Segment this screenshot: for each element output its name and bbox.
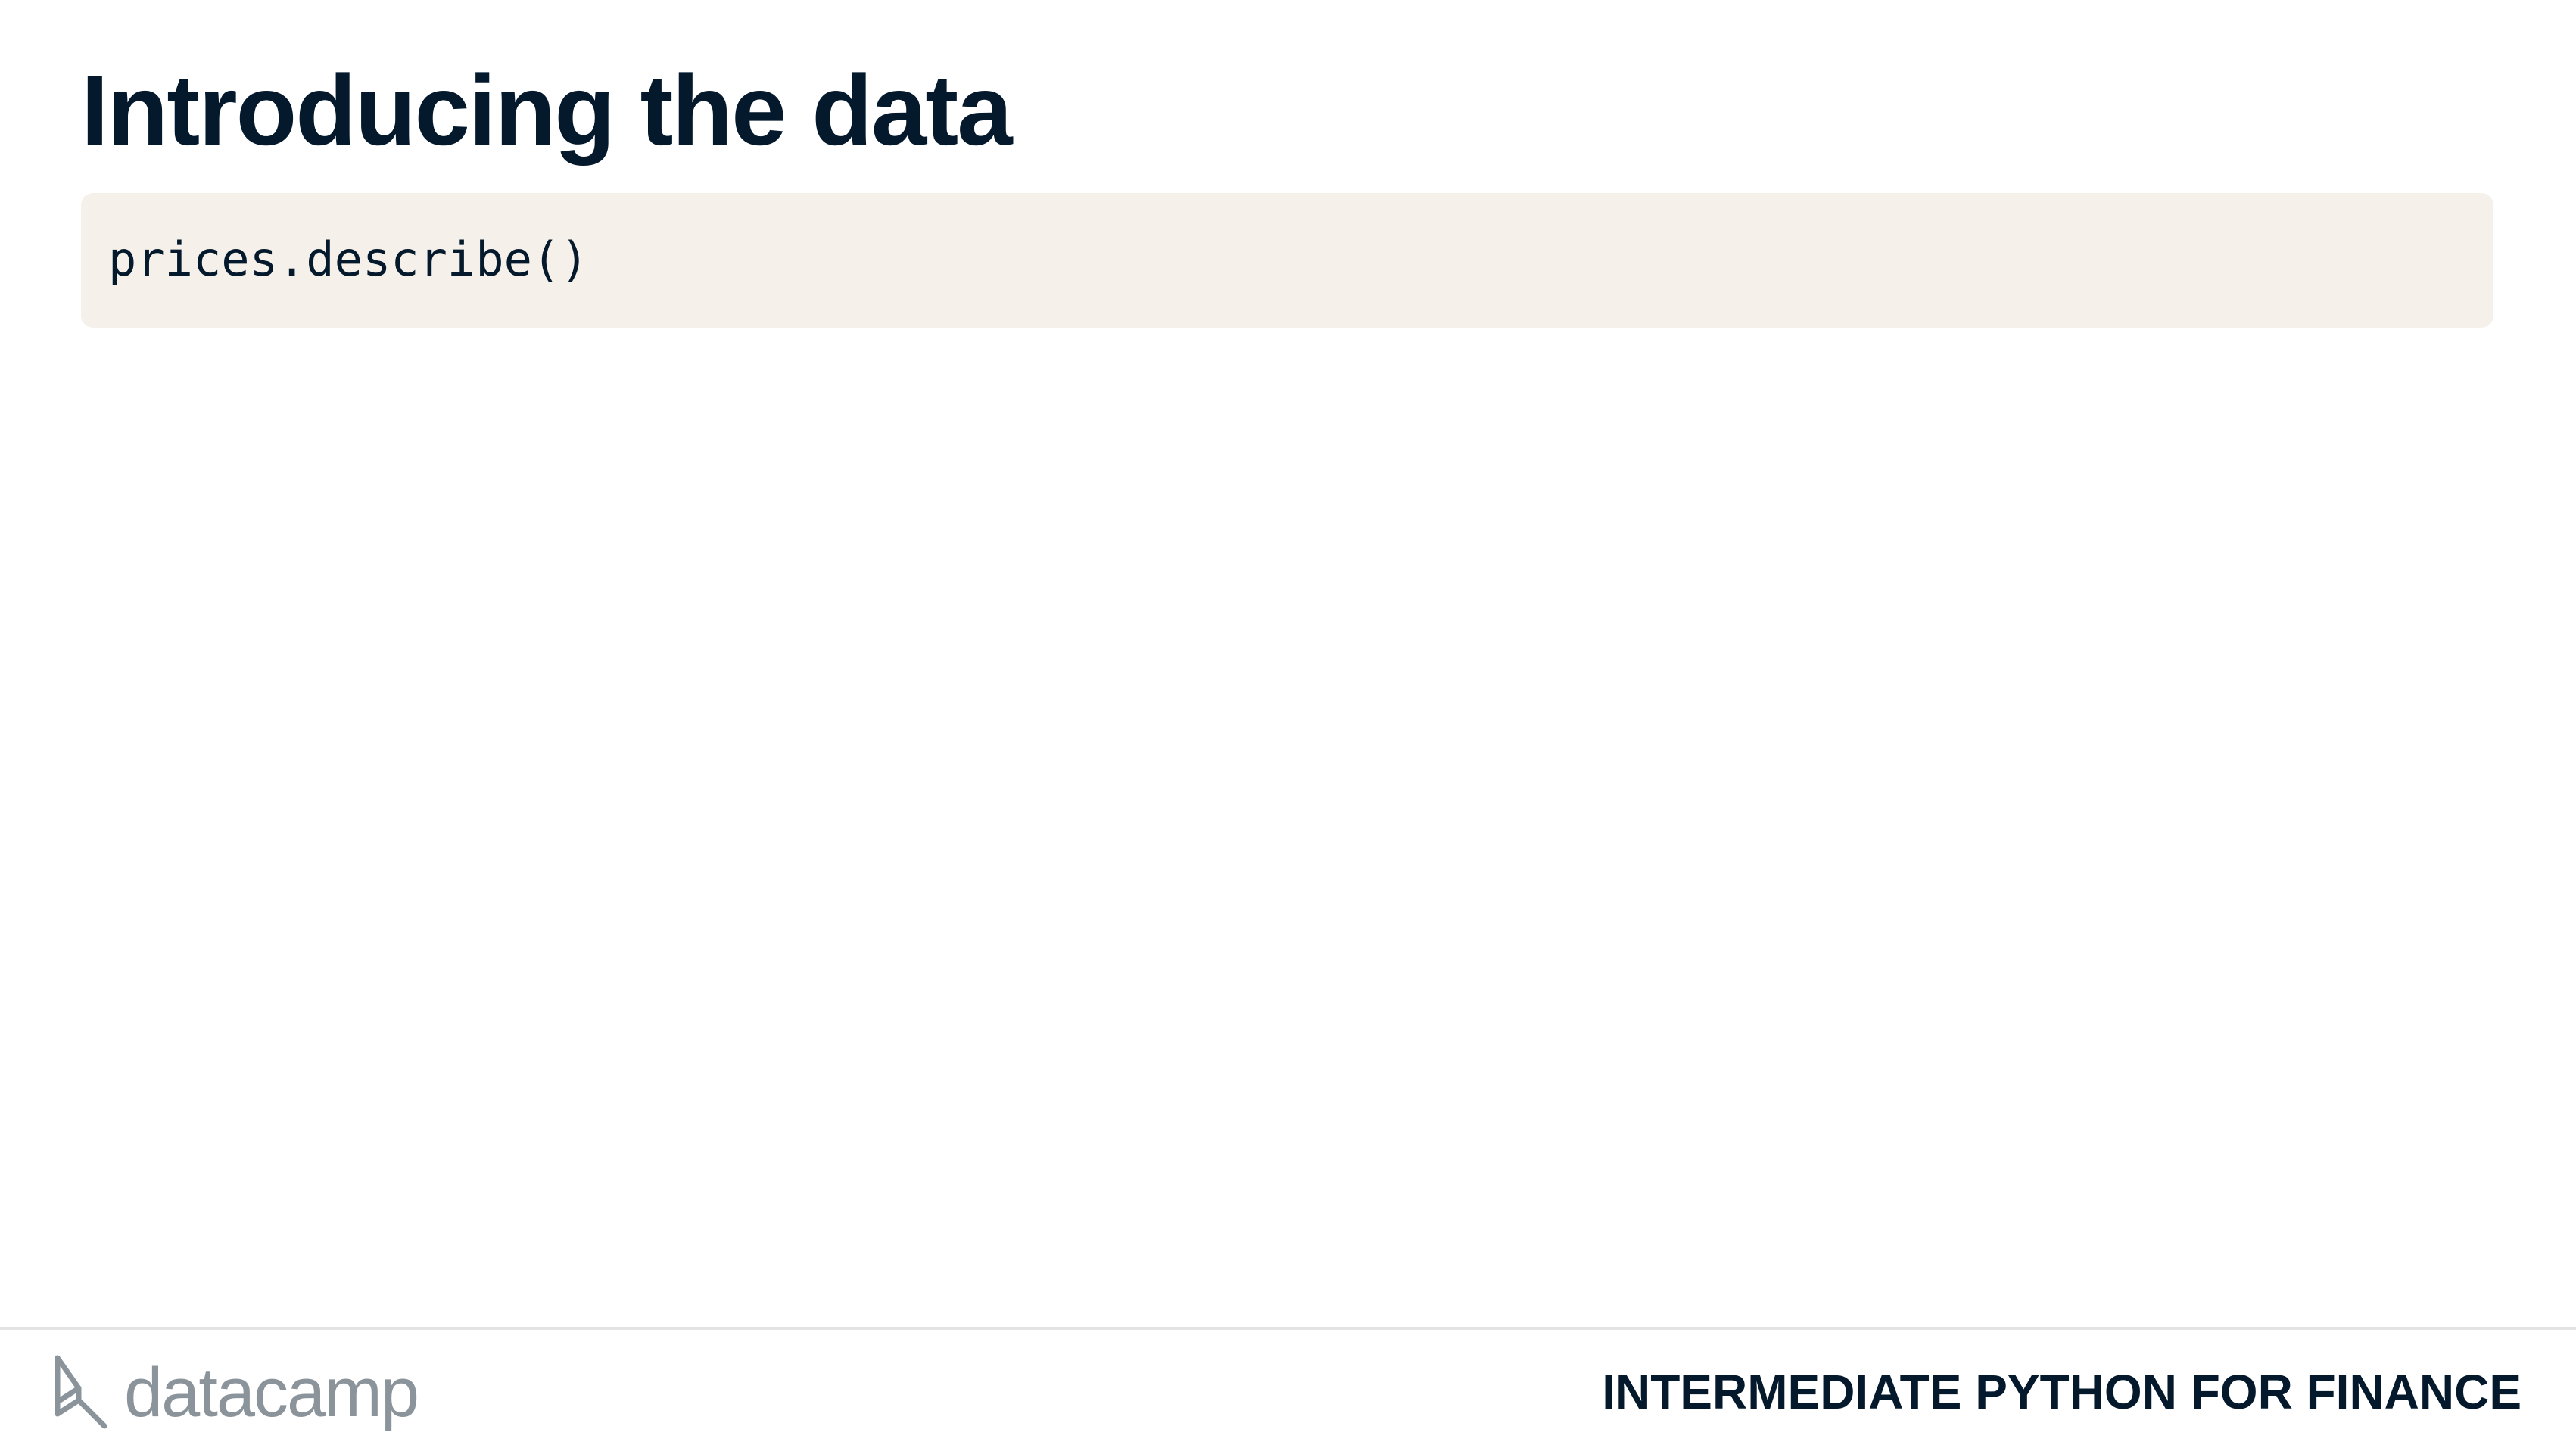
code-block: prices.describe() [81, 193, 2493, 328]
datacamp-logo: datacamp [51, 1351, 419, 1434]
footer: datacamp INTERMEDIATE PYTHON FOR FINANCE [0, 1330, 2576, 1451]
footer-divider [0, 1327, 2576, 1330]
brand-wordmark: datacamp [124, 1354, 419, 1431]
datacamp-logo-icon [55, 1355, 107, 1429]
slide-title: Introducing the data [81, 54, 1013, 166]
course-title: INTERMEDIATE PYTHON FOR FINANCE [1602, 1365, 2521, 1419]
code-line: prices.describe() [108, 232, 589, 287]
